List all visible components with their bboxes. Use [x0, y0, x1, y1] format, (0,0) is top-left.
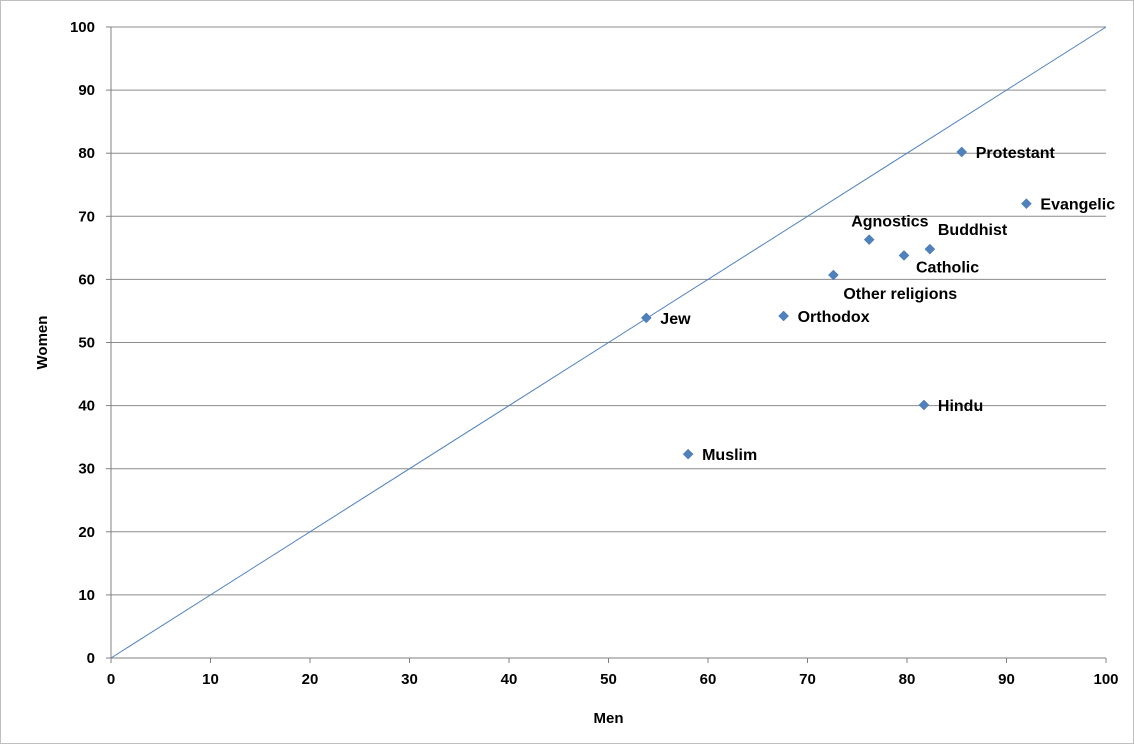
- x-tick-label: 40: [501, 671, 518, 688]
- data-label: Evangelic: [1040, 197, 1115, 214]
- x-tick-label: 30: [401, 671, 418, 688]
- data-label: Hindu: [938, 398, 983, 415]
- y-tick-label: 90: [78, 82, 95, 99]
- axes: [106, 26, 1107, 663]
- x-tick-label: 100: [1093, 671, 1118, 688]
- y-axis-title: Women: [34, 316, 51, 370]
- data-label: Orthodox: [798, 309, 870, 326]
- x-tick-label: 80: [899, 671, 916, 688]
- data-point: [828, 269, 839, 281]
- y-tick-label: 0: [87, 650, 95, 667]
- x-tick-label: 10: [202, 671, 219, 688]
- y-tick-label: 10: [78, 587, 95, 604]
- data-point: [640, 312, 652, 324]
- x-tick-label: 50: [600, 671, 617, 688]
- x-tick-label: 60: [700, 671, 717, 688]
- x-tick-label: 20: [302, 671, 319, 688]
- data-point: [778, 310, 789, 322]
- data-label: Jew: [660, 311, 691, 328]
- data-labels: Protestant Evangelic Agnostics Buddhist Cath…: [660, 145, 1115, 464]
- y-tick-label: 30: [78, 461, 95, 478]
- x-axis-title: Men: [594, 710, 624, 727]
- data-point: [682, 448, 694, 460]
- data-point: [898, 250, 910, 261]
- gridlines: [111, 26, 1106, 596]
- x-tick-label: 90: [998, 671, 1015, 688]
- data-label: Other religions: [843, 286, 957, 303]
- data-points: [640, 146, 1032, 460]
- reference-line-layer: [110, 26, 1107, 659]
- x-tick-label: 70: [799, 671, 816, 688]
- data-label: Muslim: [702, 447, 757, 464]
- y-tick-label: 20: [78, 524, 95, 541]
- data-point: [956, 146, 968, 158]
- data-point: [918, 399, 930, 411]
- data-point: [924, 243, 936, 255]
- data-label: Buddhist: [938, 222, 1008, 239]
- tick-labels: 0 10 20 30 40 50 60 70 80 90 100 0 10 20 30 40 50 60 70 80 9…: [70, 19, 1119, 688]
- y-tick-label: 40: [78, 398, 95, 415]
- x-tick-label: 0: [107, 671, 115, 688]
- data-point: [863, 234, 875, 246]
- y-tick-label: 70: [78, 208, 95, 225]
- data-label: Protestant: [976, 145, 1056, 162]
- data-label: Catholic: [916, 259, 979, 276]
- y-tick-label: 80: [78, 145, 95, 162]
- data-point: [1021, 198, 1032, 210]
- data-label: Agnostics: [851, 214, 928, 231]
- y-tick-label: 100: [70, 19, 95, 36]
- y-tick-label: 50: [78, 335, 95, 352]
- y-tick-label: 60: [78, 271, 95, 288]
- reference-line: [110, 26, 1107, 659]
